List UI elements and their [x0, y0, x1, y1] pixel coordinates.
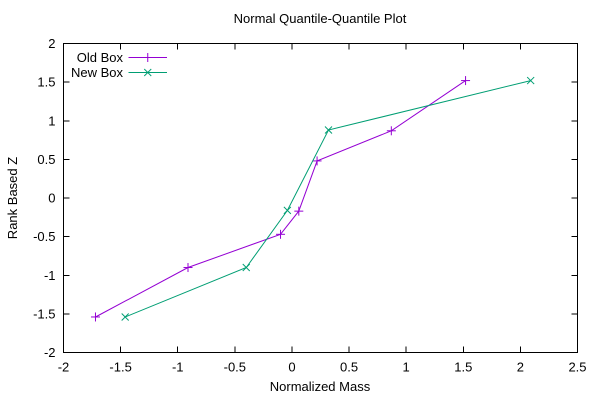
y-axis-label: Rank Based Z	[5, 157, 20, 239]
y-tick-label: 1.5	[37, 75, 55, 90]
x-tick-label: 1.5	[454, 360, 472, 375]
data-point-marker	[324, 126, 333, 134]
x-axis-label: Normalized Mass	[270, 379, 371, 394]
x-tick-label: -1.5	[109, 360, 131, 375]
y-tick-label: -1	[44, 268, 56, 283]
y-tick-label: -2	[44, 345, 56, 360]
x-tick-label: 0	[288, 360, 295, 375]
x-tick-label: -0.5	[224, 360, 246, 375]
cross-icon	[143, 68, 152, 77]
y-tick-label: 2	[48, 36, 55, 51]
y-tick-label: 1	[48, 113, 55, 128]
y-tick-label: 0	[48, 191, 55, 206]
chart-title: Normal Quantile-Quantile Plot	[234, 11, 407, 26]
data-point-marker	[283, 206, 292, 215]
data-point-marker	[526, 76, 535, 85]
legend-label: New Box	[71, 65, 124, 80]
x-tick-label: 2.5	[568, 360, 586, 375]
x-tick-label: 1	[403, 360, 410, 375]
x-tick-label: 0.5	[340, 360, 358, 375]
x-tick-label: -1	[172, 360, 184, 375]
y-tick-label: 0.5	[37, 152, 55, 167]
data-point-marker	[121, 313, 130, 321]
legend-label: Old Box	[77, 50, 124, 65]
data-point-marker	[242, 263, 251, 272]
x-tick-label: 2	[517, 360, 524, 375]
y-tick-label: -0.5	[33, 229, 55, 244]
series-old-box	[90, 76, 471, 322]
series-line	[125, 80, 531, 318]
x-tick-label: -2	[58, 360, 70, 375]
series-new-box	[121, 76, 535, 321]
plot-border	[63, 43, 578, 353]
data-series	[90, 76, 535, 322]
y-tick-label: -1.5	[33, 306, 55, 321]
axis-ticks: -2 -1.5 -1 -0.5 0 0.5 1 1.5 2 2.5 -2 -1.5 -1 -0.5 0 0.5…	[33, 36, 586, 375]
series-line	[95, 80, 466, 318]
